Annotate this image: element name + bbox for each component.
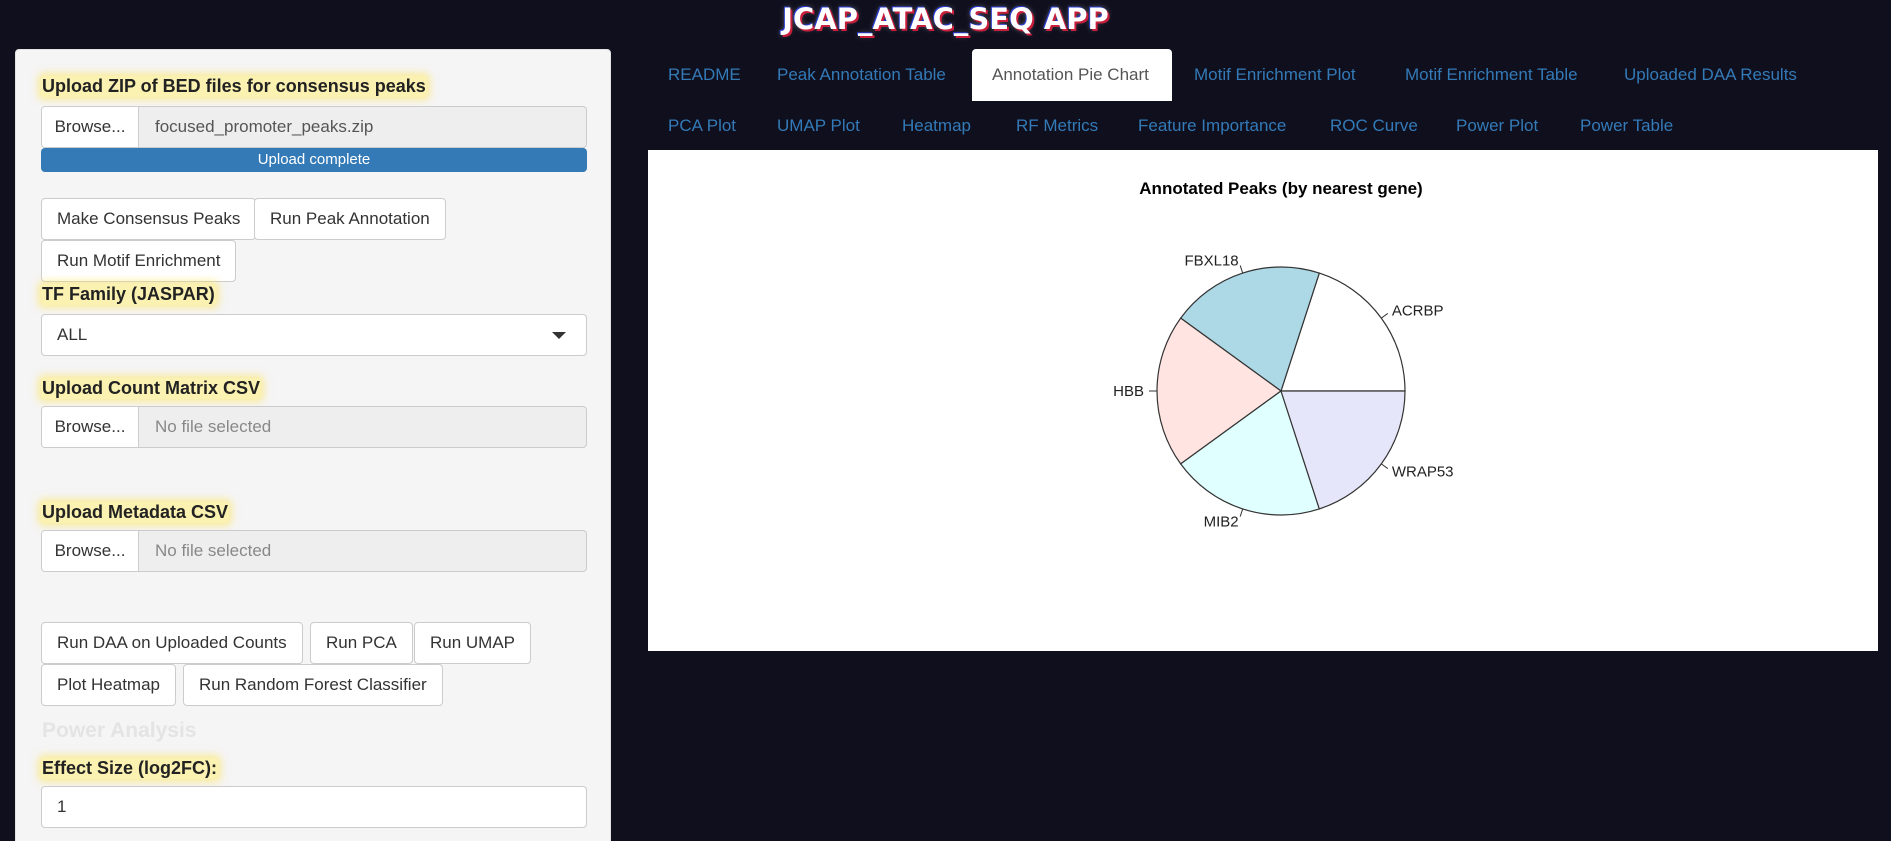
pie-chart-panel: Annotated Peaks (by nearest gene) ACRBP F… <box>648 150 1878 651</box>
pie-chart: Annotated Peaks (by nearest gene) ACRBP F… <box>1113 179 1454 530</box>
zip-browse-button[interactable]: Browse... <box>42 107 139 147</box>
plot-heatmap-button[interactable]: Plot Heatmap <box>41 664 176 706</box>
app-title: JCAP_ATAC_SEQ APP <box>782 2 1109 36</box>
run-pca-button[interactable]: Run PCA <box>310 622 413 664</box>
zip-upload-progress-bar: Upload complete <box>41 148 587 172</box>
pie-label: ACRBP <box>1392 302 1444 319</box>
run-random-forest-button[interactable]: Run Random Forest Classifier <box>183 664 443 706</box>
pie-slice-hbb <box>1156 317 1283 465</box>
tab-rf-metrics[interactable]: RF Metrics <box>1016 116 1099 135</box>
count-matrix-file-input[interactable]: Browse... No file selected <box>41 406 587 448</box>
run-peak-annotation-button[interactable]: Run Peak Annotation <box>254 198 446 240</box>
pie-slice-fbxl18 <box>1179 266 1321 392</box>
metadata-browse-button[interactable]: Browse... <box>42 531 139 571</box>
metadata-file-name: No file selected <box>155 541 272 560</box>
tab-motif-enrichment-plot[interactable]: Motif Enrichment Plot <box>1194 65 1356 84</box>
make-consensus-peaks-button[interactable]: Make Consensus Peaks <box>41 198 257 240</box>
run-umap-button[interactable]: Run UMAP <box>414 622 532 664</box>
tab-motif-enrichment-table[interactable]: Motif Enrichment Table <box>1405 65 1578 84</box>
tab-uploaded-daa-results[interactable]: Uploaded DAA Results <box>1624 65 1797 84</box>
zip-upload-label: Upload ZIP of BED files for consensus pe… <box>41 76 427 97</box>
pie-label-tick <box>1239 508 1244 517</box>
pie-label-tick <box>1381 313 1389 319</box>
tab-peak-annotation-table[interactable]: Peak Annotation Table <box>777 65 946 84</box>
count-browse-button[interactable]: Browse... <box>42 407 139 447</box>
zip-file-input[interactable]: Browse... focused_promoter_peaks.zip <box>41 106 587 148</box>
tab-readme[interactable]: README <box>668 65 741 84</box>
run-motif-enrichment-button[interactable]: Run Motif Enrichment <box>41 240 237 282</box>
tf-family-value: ALL <box>57 325 88 344</box>
effect-size-input[interactable]: 1 <box>41 786 587 828</box>
pie-label: MIB2 <box>1204 513 1239 530</box>
pie-label-tick <box>1239 265 1244 274</box>
tab-annotation-pie-chart[interactable]: Annotation Pie Chart <box>972 49 1172 101</box>
pie-slice-mib2 <box>1179 390 1321 516</box>
pie-label: FBXL18 <box>1184 253 1238 270</box>
effect-size-value: 1 <box>57 797 67 816</box>
power-analysis-heading: Power Analysis <box>42 719 197 742</box>
run-daa-button[interactable]: Run DAA on Uploaded Counts <box>41 622 303 664</box>
pie-label: WRAP53 <box>1392 464 1454 481</box>
tab-pca-plot[interactable]: PCA Plot <box>668 116 737 135</box>
tf-family-select[interactable]: ALL <box>41 314 587 356</box>
sidebar-panel: Upload ZIP of BED files for consensus pe… <box>15 49 611 841</box>
tf-family-label: TF Family (JASPAR) <box>41 284 216 305</box>
count-matrix-label: Upload Count Matrix CSV <box>41 378 262 399</box>
zip-file-name: focused_promoter_peaks.zip <box>155 117 374 136</box>
metadata-file-input[interactable]: Browse... No file selected <box>41 530 587 572</box>
pie-label-tick <box>1381 463 1389 469</box>
tab-heatmap[interactable]: Heatmap <box>902 116 971 135</box>
pie-slice-wrap53 <box>1280 390 1406 510</box>
tab-power-table[interactable]: Power Table <box>1580 116 1674 135</box>
tab-power-plot[interactable]: Power Plot <box>1456 116 1539 135</box>
tab-feature-importance[interactable]: Feature Importance <box>1138 116 1287 135</box>
chevron-down-icon <box>552 332 566 339</box>
pie-label: HBB <box>1113 383 1144 400</box>
count-file-name: No file selected <box>155 417 272 436</box>
chart-title: Annotated Peaks (by nearest gene) <box>1139 179 1422 198</box>
metadata-label: Upload Metadata CSV <box>41 502 230 523</box>
tab-umap-plot[interactable]: UMAP Plot <box>777 116 860 135</box>
effect-size-label: Effect Size (log2FC): <box>41 758 219 779</box>
tab-roc-curve[interactable]: ROC Curve <box>1330 116 1418 135</box>
pie-slice-acrbp <box>1280 272 1406 392</box>
